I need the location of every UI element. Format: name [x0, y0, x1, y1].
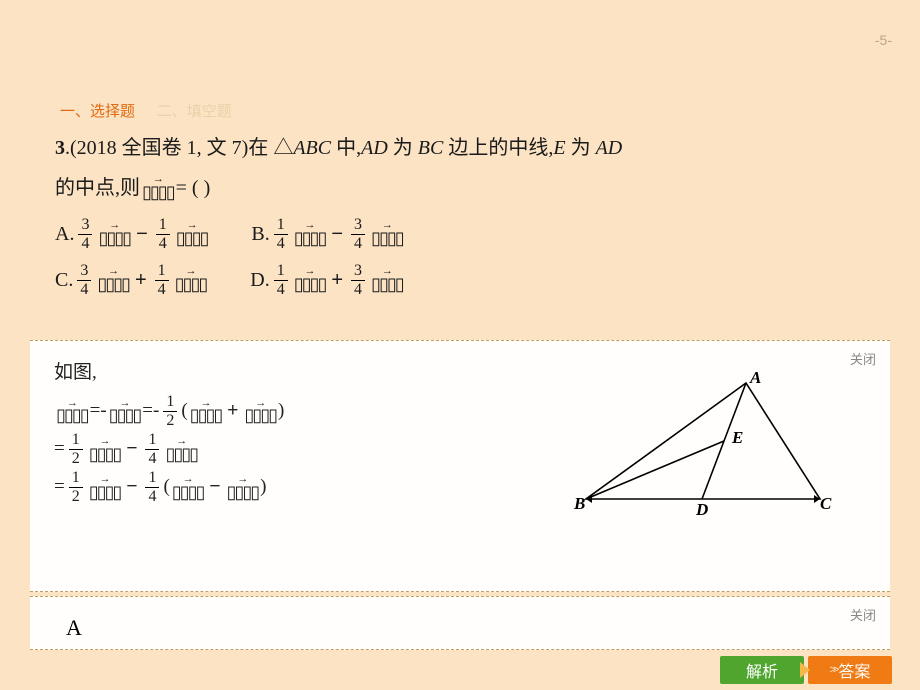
vector-icon: →▯▯▯▯ [97, 267, 129, 292]
answer-letter: A [54, 611, 866, 641]
vector-icon: →▯▯▯▯ [294, 221, 326, 246]
solution-panel: 关闭 如图, →▯▯▯▯ =- →▯▯▯▯ =- 12 ( →▯▯▯▯ + →▯… [30, 340, 890, 592]
page-number: -5- [875, 32, 892, 48]
question-line2: 的中点,则 →▯▯▯▯ = ( ) [55, 168, 880, 208]
label-e: E [731, 428, 743, 447]
vector-icon: →▯▯▯▯ [98, 221, 130, 246]
vector-icon: →▯▯▯▯ [190, 399, 222, 424]
vector-icon: →▯▯▯▯ [165, 437, 197, 462]
answer-button[interactable]: >> 答案 [808, 656, 892, 684]
label-d: D [695, 500, 708, 519]
triangle-diagram: A B C D E [574, 371, 834, 521]
choices-row-2: C. 34 →▯▯▯▯ + 14 →▯▯▯▯ D. 14 →▯▯▯▯ + 34 … [55, 260, 880, 300]
vector-eb-icon: →▯▯▯▯ [142, 175, 174, 200]
vector-icon: →▯▯▯▯ [89, 437, 121, 462]
triangle-name: ABC [293, 137, 331, 159]
question-line1: 3.(2018 全国卷 1, 文 7)在 △ABC 中,AD 为 BC 边上的中… [55, 128, 880, 168]
vector-icon: →▯▯▯▯ [175, 267, 207, 292]
bottom-buttons: 解析 >> 答案 [716, 656, 892, 684]
question-source: .(2018 全国卷 1, 文 7)在 △ [65, 137, 293, 159]
label-c: C [820, 494, 832, 513]
tab-choice[interactable]: 一、选择题 [60, 104, 135, 120]
vector-icon: →▯▯▯▯ [244, 399, 276, 424]
analysis-button[interactable]: 解析 [720, 656, 804, 684]
choice-d[interactable]: D. 14 →▯▯▯▯ + 34 →▯▯▯▯ [250, 260, 404, 300]
chevron-right-icon: >> [830, 664, 837, 676]
vector-icon: →▯▯▯▯ [56, 399, 88, 424]
close-button[interactable]: 关闭 [850, 605, 876, 624]
tabs: 一、选择题 二、填空题 [60, 100, 232, 121]
vector-icon: →▯▯▯▯ [176, 221, 208, 246]
choices-row-1: A. 34 →▯▯▯▯ − 14 →▯▯▯▯ B. 14 →▯▯▯▯ − 34 … [55, 214, 880, 254]
vector-icon: →▯▯▯▯ [371, 267, 403, 292]
vector-icon: →▯▯▯▯ [371, 221, 403, 246]
question-number: 3 [55, 137, 65, 159]
choice-b[interactable]: B. 14 →▯▯▯▯ − 34 →▯▯▯▯ [251, 214, 404, 254]
choice-a[interactable]: A. 34 →▯▯▯▯ − 14 →▯▯▯▯ [55, 214, 209, 254]
vector-icon: →▯▯▯▯ [294, 267, 326, 292]
vector-icon: →▯▯▯▯ [172, 475, 204, 500]
tab-fill[interactable]: 二、填空题 [157, 104, 232, 120]
paren-blank: = ( ) [176, 168, 211, 208]
label-b: B [574, 494, 585, 513]
answer-panel: 关闭 A [30, 596, 890, 650]
question-block: 3.(2018 全国卷 1, 文 7)在 △ABC 中,AD 为 BC 边上的中… [55, 128, 880, 300]
label-a: A [749, 371, 761, 387]
close-button[interactable]: 关闭 [850, 349, 876, 368]
choice-c[interactable]: C. 34 →▯▯▯▯ + 14 →▯▯▯▯ [55, 260, 208, 300]
vector-icon: →▯▯▯▯ [227, 475, 259, 500]
vector-icon: →▯▯▯▯ [109, 399, 141, 424]
answer-button-label: 答案 [838, 658, 870, 682]
vector-icon: →▯▯▯▯ [89, 475, 121, 500]
